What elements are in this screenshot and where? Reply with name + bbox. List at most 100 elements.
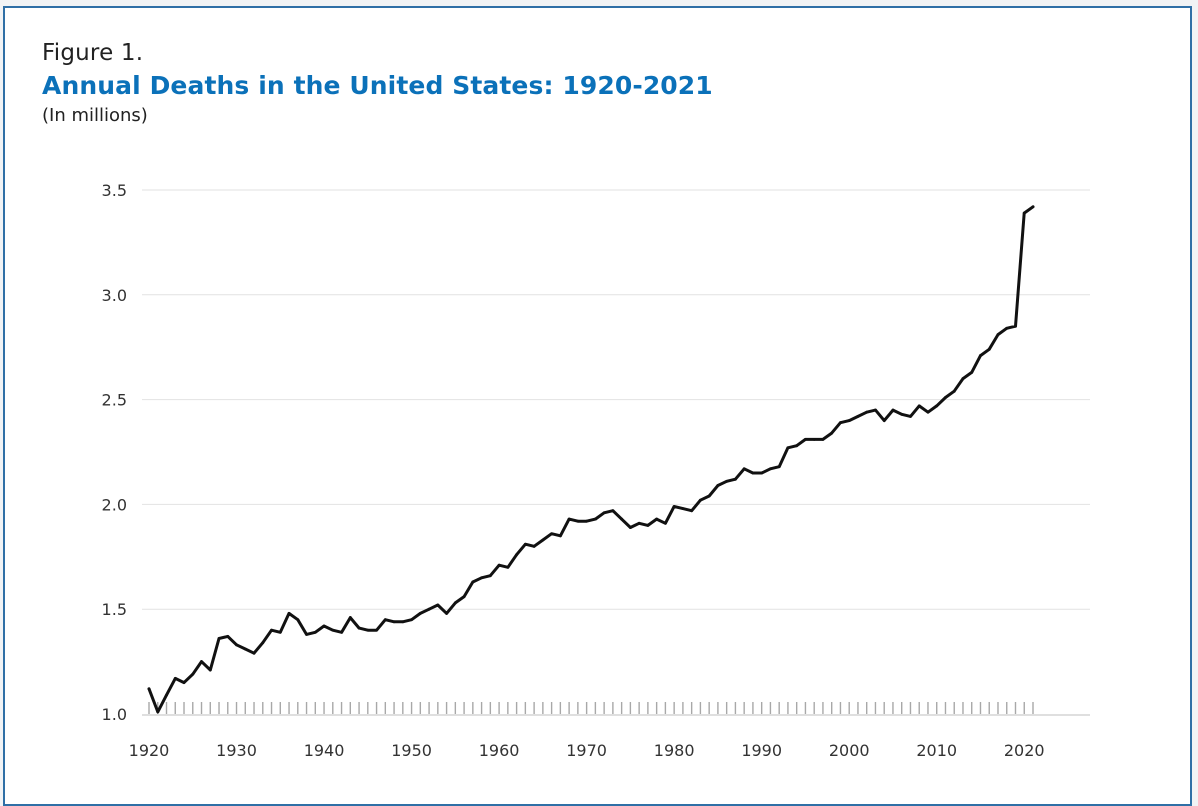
data-point-1928: [217, 637, 221, 640]
y-tick-label: 1.5: [102, 600, 127, 619]
data-point-1982: [690, 509, 694, 513]
x-tick-label: 1930: [216, 741, 257, 760]
data-point-1960: [497, 563, 501, 567]
data-point-2010: [935, 404, 939, 408]
data-point-1921: [156, 710, 160, 714]
data-point-1924: [182, 681, 186, 684]
data-point-1946: [375, 628, 378, 632]
data-point-1938: [305, 632, 308, 636]
y-tick-label: 3.5: [102, 181, 127, 200]
data-point-1922: [165, 693, 168, 697]
x-tick-label: 1970: [566, 741, 607, 760]
y-tick-label: 3.0: [102, 286, 127, 305]
line-chart: 1.01.52.02.53.03.5 1920 1930 1940 1950 1960 1…: [102, 181, 1090, 760]
data-point-1968: [567, 517, 571, 521]
data-point-1935: [278, 630, 282, 634]
data-point-1962: [515, 553, 519, 557]
data-point-1923: [173, 676, 177, 680]
data-point-1970: [585, 519, 589, 523]
data-point-1971: [593, 517, 597, 521]
data-point-2011: [944, 396, 947, 399]
data-point-2018: [1005, 326, 1009, 330]
data-point-1997: [821, 438, 825, 441]
data-point-1926: [200, 660, 203, 663]
data-point-1991: [769, 467, 772, 471]
data-point-2009: [926, 410, 930, 414]
data-point-2019: [1014, 324, 1017, 328]
data-point-1980: [672, 505, 676, 508]
x-tick-label: 1990: [741, 741, 782, 760]
data-point-2013: [961, 377, 965, 381]
data-point-1956: [462, 595, 466, 599]
data-point-1979: [663, 521, 667, 525]
data-point-1920: [147, 687, 151, 691]
y-axis-ticks: 1.0 1.5 2.0 2.5 3.0 3.5: [102, 181, 127, 724]
data-point-1945: [366, 628, 370, 632]
data-points: [147, 205, 1035, 714]
x-axis-minor-ticks: [148, 702, 1034, 714]
data-point-1943: [348, 616, 352, 619]
figure-label: Figure 1.: [42, 40, 144, 66]
data-point-2017: [996, 333, 1000, 337]
data-point-2002: [865, 410, 869, 414]
data-point-2003: [874, 408, 877, 412]
data-point-1999: [839, 421, 842, 425]
data-point-1988: [742, 467, 746, 471]
data-point-2021: [1031, 205, 1035, 209]
x-tick-label: 1960: [479, 741, 520, 760]
data-point-2020: [1022, 211, 1026, 215]
data-point-1995: [804, 438, 807, 441]
data-point-1927: [208, 668, 212, 672]
data-point-1947: [383, 618, 387, 622]
data-point-1967: [558, 534, 562, 538]
data-point-1996: [812, 438, 816, 441]
data-point-1966: [550, 532, 554, 536]
data-point-1963: [523, 542, 527, 546]
data-point-2015: [979, 354, 982, 357]
data-point-2016: [987, 347, 991, 351]
figure-frame: [3, 6, 1192, 806]
data-point-1944: [357, 626, 361, 630]
data-point-2004: [882, 419, 886, 422]
data-point-2000: [847, 419, 851, 422]
data-point-1998: [830, 431, 834, 435]
data-point-1953: [436, 603, 440, 607]
data-point-1989: [751, 471, 755, 475]
data-point-1994: [795, 444, 799, 448]
data-point-1936: [287, 611, 291, 615]
grid-lines: [142, 189, 1090, 610]
data-point-1939: [313, 630, 317, 634]
data-point-1961: [506, 565, 510, 569]
data-point-1973: [611, 509, 615, 513]
data-point-2008: [917, 404, 921, 408]
data-point-1986: [725, 479, 729, 483]
data-point-1990: [760, 471, 764, 475]
data-point-1925: [191, 672, 195, 676]
x-tick-label: 1980: [654, 741, 695, 760]
data-point-1981: [681, 507, 685, 510]
data-point-2014: [970, 370, 974, 374]
data-point-1933: [261, 641, 265, 645]
y-tick-label: 2.5: [102, 391, 127, 410]
data-point-1993: [786, 446, 790, 450]
data-point-1958: [480, 576, 483, 580]
data-point-1941: [331, 628, 335, 632]
data-point-1976: [637, 521, 641, 525]
data-point-1978: [655, 517, 659, 521]
y-tick-label: 2.0: [102, 495, 127, 514]
series-line-annual-deaths: [147, 205, 1035, 714]
data-point-1969: [576, 519, 580, 523]
data-point-1931: [243, 647, 247, 651]
data-point-1972: [602, 511, 606, 515]
x-axis-ticks: 1920 1930 1940 1950 1960 1970 1980 1990 2000 2010…: [129, 741, 1045, 760]
data-point-1987: [734, 477, 737, 481]
data-point-1959: [488, 574, 492, 578]
data-point-1965: [541, 538, 545, 542]
data-point-1984: [707, 494, 711, 498]
data-point-1951: [418, 611, 422, 615]
data-point-1949: [401, 620, 405, 624]
data-point-1950: [410, 618, 413, 622]
data-point-1932: [252, 651, 256, 655]
data-point-1952: [427, 607, 431, 611]
data-point-1955: [453, 601, 457, 605]
